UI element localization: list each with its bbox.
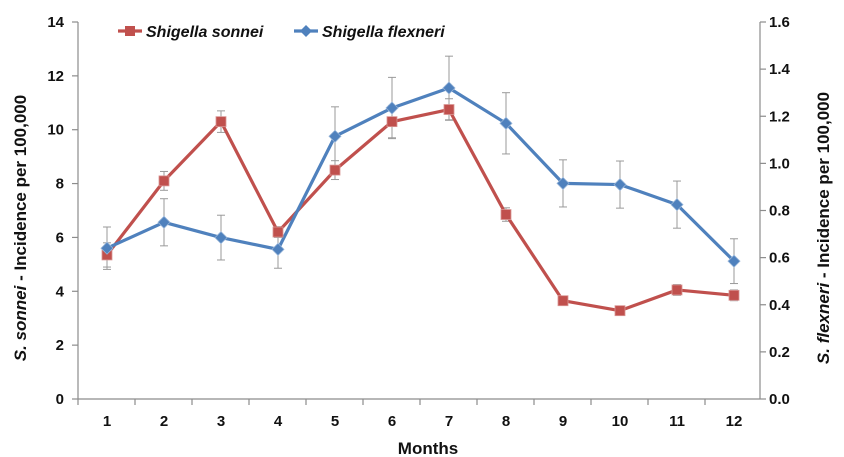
right-y-tick-label: 1.0 [769,155,790,172]
x-axis-title: Months [398,439,458,457]
x-tick-label: 8 [502,413,510,430]
right-y-tick-label: 0.0 [769,391,790,408]
right-y-axis-title-species: S. flexneri [814,282,833,365]
left-y-tick-label: 6 [56,229,64,246]
x-tick-label: 7 [445,413,453,430]
left-y-tick-label: 14 [47,14,64,31]
right-y-axis-title: S. flexneri - Incidence per 100,000 [814,92,833,364]
shigella-sonnei-point [671,284,683,296]
shigella-flexneri-point [613,178,627,192]
shigella-flexneri-point [556,176,570,190]
left-y-axis-title-species: S. sonnei [11,284,30,361]
left-y-axis-title-unit: - Incidence per 100,000 [11,95,30,286]
shigella-sonnei-point [329,164,341,176]
shigella-sonnei-point [386,116,398,128]
series-markers [100,81,741,317]
left-y-axis-title: S. sonnei - Incidence per 100,000 [11,95,30,361]
legend: Shigella sonnei Shigella flexneri [118,24,445,41]
x-tick-label: 12 [726,413,743,430]
legend-label-shigella-sonnei: Shigella sonnei [146,24,264,41]
shigella-flexneri-point [157,215,171,229]
left-y-tick-label: 8 [56,176,64,193]
left-y-tick-label: 2 [56,337,64,354]
shigella-sonnei-line [105,107,735,313]
shigella-flexneri-point [328,129,342,143]
x-tick-label: 1 [103,413,111,430]
shigella-flexneri-point [442,81,456,95]
shigella-sonnei-point [158,175,170,187]
series-lines [105,86,736,313]
x-tick-label: 9 [559,413,567,430]
right-y-tick-label: 1.6 [769,14,790,31]
shigella-flexneri-point [271,242,285,256]
left-y-tick-label: 12 [47,68,64,85]
x-tick-label: 11 [669,413,685,430]
x-tick-label: 5 [331,413,339,430]
shigella-sonnei-point [614,305,626,317]
shigella-sonnei-point [443,104,455,115]
shigella-sonnei-point [215,116,227,128]
right-y-tick-label: 0.2 [769,344,790,361]
legend-item-shigella-flexneri: Shigella flexneri [294,24,445,41]
shigella-flexneri-point [670,198,684,212]
legend-item-shigella-sonnei: Shigella sonnei [118,24,264,41]
x-tick-label: 4 [274,413,283,430]
right-y-tick-label: 0.4 [769,297,791,314]
right-y-tick-label: 1.2 [769,108,790,125]
legend-label-shigella-flexneri: Shigella flexneri [322,24,445,41]
error-bars [103,55,738,316]
shigella-sonnei-point [728,289,740,301]
right-y-tick-label: 0.8 [769,203,790,220]
left-y-tick-label: 4 [56,283,65,300]
shigella-flexneri-point [100,241,114,255]
left-y-tick-label: 0 [56,391,64,408]
x-tick-label: 10 [612,413,629,430]
x-tick-label: 6 [388,413,396,430]
x-tick-label: 2 [160,413,168,430]
shigella-flexneri-line [106,86,736,263]
shigella-sonnei-point [500,209,512,220]
right-y-tick-label: 1.4 [769,61,791,78]
shigella-flexneri-point [727,254,741,268]
shigella-flexneri-point [499,116,513,130]
shigella-sonnei-point [557,295,569,307]
shigella-flexneri-point [214,231,228,245]
x-tick-label: 3 [217,413,225,430]
left-y-tick-label: 10 [47,122,64,139]
legend-marker-shigella-flexneri [300,25,312,37]
right-y-tick-label: 0.6 [769,250,790,267]
legend-marker-shigella-sonnei [125,26,135,36]
shigella-sonnei-point [272,226,284,238]
right-y-axis-title-unit: - Incidence per 100,000 [814,92,833,283]
shigella-flexneri-point [385,101,399,115]
